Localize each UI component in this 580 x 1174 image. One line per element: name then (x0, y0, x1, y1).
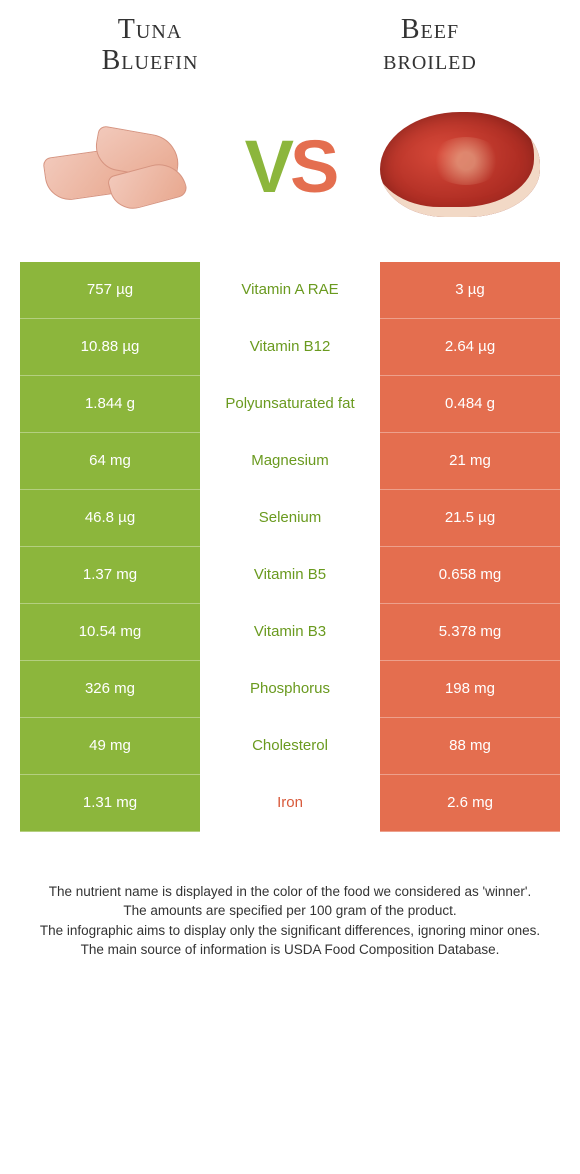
footer-line-4: The main source of information is USDA F… (35, 940, 545, 960)
table-row: 1.31 mgIron2.6 mg (20, 775, 560, 832)
table-row: 757 µgVitamin A RAE3 µg (20, 262, 560, 319)
table-row: 49 mgCholesterol88 mg (20, 718, 560, 775)
right-value: 21 mg (380, 433, 560, 490)
table-row: 1.844 gPolyunsaturated fat0.484 g (20, 376, 560, 433)
nutrient-label: Vitamin A RAE (200, 262, 380, 319)
right-value: 0.484 g (380, 376, 560, 433)
hero-row: VS (0, 82, 580, 262)
nutrient-label: Vitamin B12 (200, 319, 380, 376)
nutrient-label: Cholesterol (200, 718, 380, 775)
right-value: 5.378 mg (380, 604, 560, 661)
table-row: 326 mgPhosphorus198 mg (20, 661, 560, 718)
right-value: 88 mg (380, 718, 560, 775)
nutrient-label: Polyunsaturated fat (200, 376, 380, 433)
right-value: 21.5 µg (380, 490, 560, 547)
nutrient-label: Magnesium (200, 433, 380, 490)
table-row: 1.37 mgVitamin B50.658 mg (20, 547, 560, 604)
right-title-line2: broiled (383, 45, 477, 76)
nutrient-label: Vitamin B3 (200, 604, 380, 661)
footer-line-1: The nutrient name is displayed in the co… (35, 882, 545, 902)
vs-s: S (290, 125, 335, 208)
right-value: 0.658 mg (380, 547, 560, 604)
footer-line-2: The amounts are specified per 100 gram o… (35, 901, 545, 921)
left-value: 1.37 mg (20, 547, 200, 604)
left-value: 757 µg (20, 262, 200, 319)
vs-label: VS (245, 124, 336, 209)
left-value: 326 mg (20, 661, 200, 718)
beef-image (370, 112, 550, 222)
vs-v: V (245, 125, 290, 208)
table-row: 64 mgMagnesium21 mg (20, 433, 560, 490)
comparison-table: 757 µgVitamin A RAE3 µg10.88 µgVitamin B… (20, 262, 560, 832)
nutrient-label: Phosphorus (200, 661, 380, 718)
tuna-image (30, 112, 210, 222)
nutrient-label: Selenium (200, 490, 380, 547)
table-row: 46.8 µgSelenium21.5 µg (20, 490, 560, 547)
left-value: 1.31 mg (20, 775, 200, 832)
table-row: 10.88 µgVitamin B122.64 µg (20, 319, 560, 376)
left-food-title: Tuna Bluefin (50, 15, 250, 77)
right-value: 3 µg (380, 262, 560, 319)
right-value: 198 mg (380, 661, 560, 718)
left-title-line1: Tuna (118, 14, 182, 45)
right-value: 2.64 µg (380, 319, 560, 376)
right-value: 2.6 mg (380, 775, 560, 832)
left-value: 46.8 µg (20, 490, 200, 547)
nutrient-label: Iron (200, 775, 380, 832)
right-title-line1: Beef (401, 14, 459, 45)
footer-notes: The nutrient name is displayed in the co… (0, 832, 580, 960)
left-value: 10.88 µg (20, 319, 200, 376)
left-value: 64 mg (20, 433, 200, 490)
header: Tuna Bluefin Beef broiled (0, 0, 580, 82)
left-value: 49 mg (20, 718, 200, 775)
left-title-line2: Bluefin (102, 45, 199, 76)
left-value: 10.54 mg (20, 604, 200, 661)
right-food-title: Beef broiled (330, 15, 530, 77)
left-value: 1.844 g (20, 376, 200, 433)
footer-line-3: The infographic aims to display only the… (35, 921, 545, 941)
nutrient-label: Vitamin B5 (200, 547, 380, 604)
table-row: 10.54 mgVitamin B35.378 mg (20, 604, 560, 661)
